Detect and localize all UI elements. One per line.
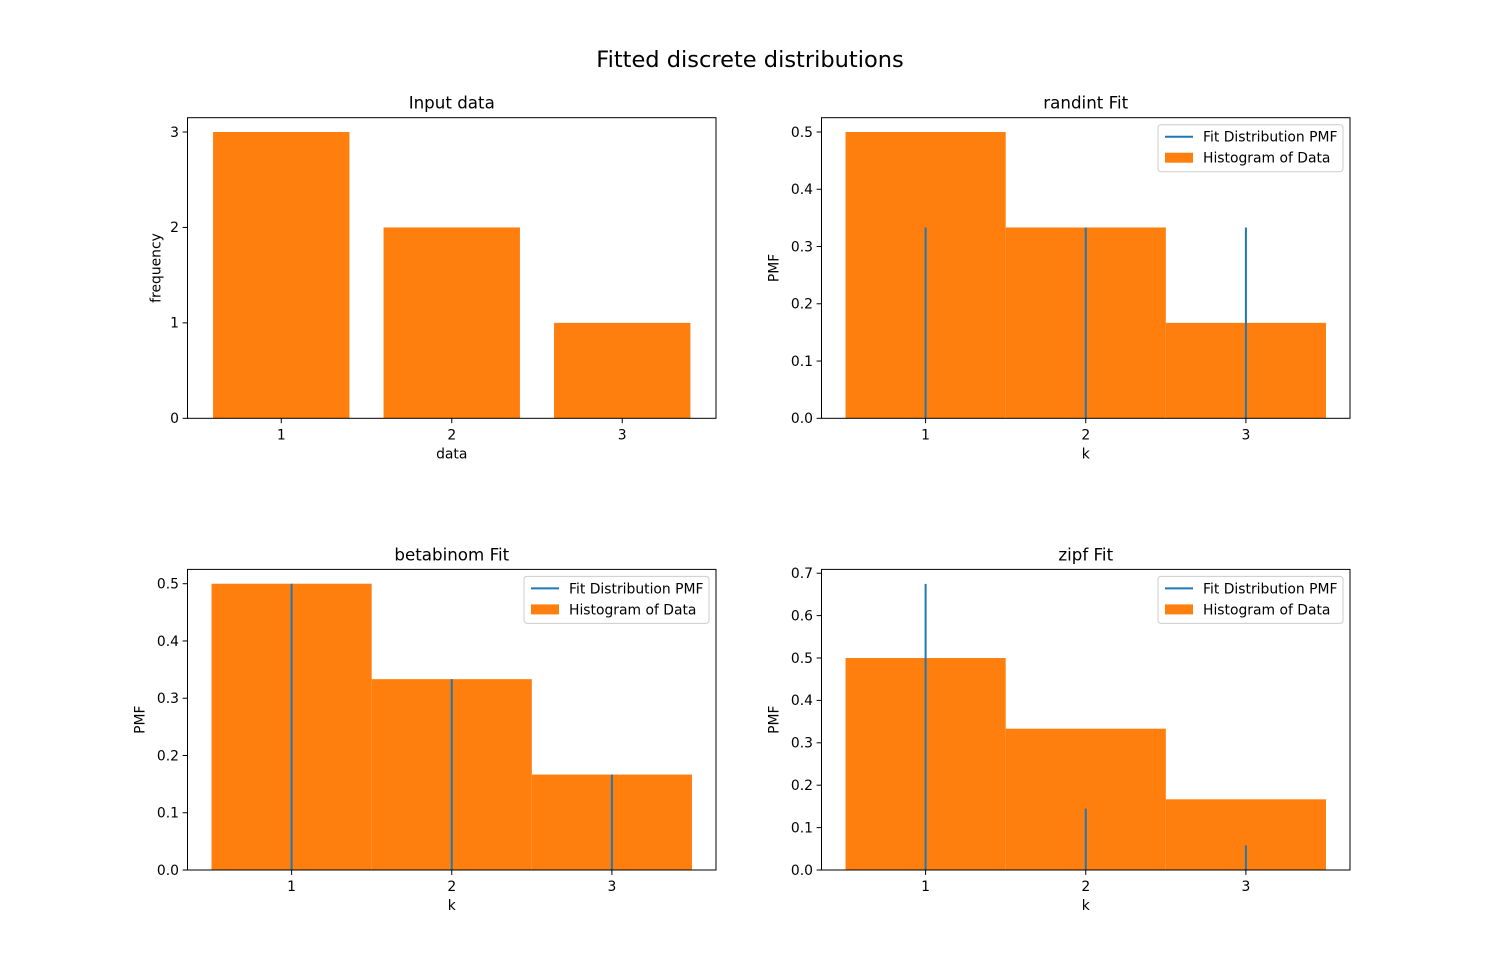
subplot-title: Input data [409, 93, 495, 113]
x-tick-label: 1 [287, 879, 296, 895]
legend-pmf-label: Fit Distribution PMF [1203, 581, 1338, 597]
subplot-4: 0.0 0.1 0.2 0.3 0.4 0.5 0.6 0.7 1 2 3 zipf Fit k PMF F… [767, 544, 1351, 914]
y-tick-label: 1 [170, 316, 179, 332]
legend-histogram-swatch [1165, 604, 1193, 615]
legend-histogram-swatch [531, 604, 559, 615]
legend-box [1157, 124, 1344, 173]
y-tick-label: 0.5 [791, 651, 813, 667]
y-tick-label: 2 [170, 220, 179, 236]
x-axis-label: k [1082, 898, 1090, 914]
y-tick-label: 0.5 [157, 577, 179, 593]
y-tick-label: 0.1 [157, 806, 179, 822]
x-axis-label: k [448, 898, 456, 914]
y-tick-label: 0.1 [791, 820, 813, 836]
legend: Fit Distribution PMF Histogram of Data [523, 575, 710, 624]
subplot-1: 0 1 2 3 1 2 3 Input data data frequency [149, 93, 717, 462]
y-tick-label: 0.4 [157, 634, 179, 650]
y-axis-label: frequency [149, 233, 165, 303]
legend: Fit Distribution PMF Histogram of Data [1157, 124, 1344, 173]
subplot-2: 0.0 0.1 0.2 0.3 0.4 0.5 1 2 3 randint Fit k PMF Fit … [767, 93, 1351, 462]
legend-histogram-label: Histogram of Data [569, 602, 696, 618]
y-tick-label: 3 [170, 125, 179, 141]
bar-3 [554, 322, 691, 419]
legend: Fit Distribution PMF Histogram of Data [1157, 575, 1344, 624]
x-tick-label: 3 [618, 427, 627, 443]
x-tick-label: 1 [921, 879, 930, 895]
subplot-title: randint Fit [1043, 93, 1128, 113]
legend-histogram-swatch [1165, 152, 1193, 163]
legend-pmf-label: Fit Distribution PMF [569, 581, 704, 597]
y-tick-label: 0.3 [157, 691, 179, 707]
subplot-3: 0.0 0.1 0.2 0.3 0.4 0.5 1 2 3 betabinom Fit k PMF Fi… [133, 544, 717, 914]
x-tick-label: 2 [447, 879, 456, 895]
legend-pmf-label: Fit Distribution PMF [1203, 130, 1338, 146]
subplot-title: betabinom Fit [394, 544, 509, 564]
legend-histogram-label: Histogram of Data [1203, 151, 1330, 167]
x-tick-label: 3 [607, 879, 616, 895]
legend-histogram-label: Histogram of Data [1203, 602, 1330, 618]
y-tick-label: 0.0 [157, 863, 179, 879]
x-tick-label: 2 [447, 427, 456, 443]
legend-box [1157, 575, 1344, 624]
y-tick-label: 0.2 [791, 778, 813, 794]
y-tick-label: 0.0 [791, 863, 813, 879]
x-tick-label: 1 [277, 427, 286, 443]
y-axis-label: PMF [133, 706, 149, 734]
y-tick-label: 0.2 [157, 748, 179, 764]
y-tick-label: 0.4 [791, 182, 813, 198]
figure-suptitle: Fitted discrete distributions [596, 47, 903, 73]
y-tick-label: 0 [170, 411, 179, 427]
y-tick-label: 0.3 [791, 239, 813, 255]
x-tick-label: 2 [1081, 427, 1090, 443]
y-tick-label: 0.0 [791, 411, 813, 427]
x-axis-label: data [436, 446, 467, 462]
y-tick-label: 0.5 [791, 125, 813, 141]
y-tick-label: 0.6 [791, 608, 813, 624]
x-tick-label: 3 [1241, 427, 1250, 443]
y-axis-label: PMF [767, 254, 783, 282]
y-tick-label: 0.1 [791, 354, 813, 370]
y-tick-label: 0.2 [791, 297, 813, 313]
y-tick-label: 0.4 [791, 693, 813, 709]
x-tick-label: 3 [1241, 879, 1250, 895]
y-axis-label: PMF [767, 706, 783, 734]
y-tick-label: 0.7 [791, 566, 813, 582]
legend-box [523, 575, 710, 624]
x-tick-label: 1 [921, 427, 930, 443]
subplot-title: zipf Fit [1058, 544, 1113, 564]
bar-2 [383, 227, 520, 419]
x-tick-label: 2 [1081, 879, 1090, 895]
x-axis-label: k [1082, 446, 1090, 462]
y-tick-label: 0.3 [791, 736, 813, 752]
bar-1 [213, 132, 350, 419]
